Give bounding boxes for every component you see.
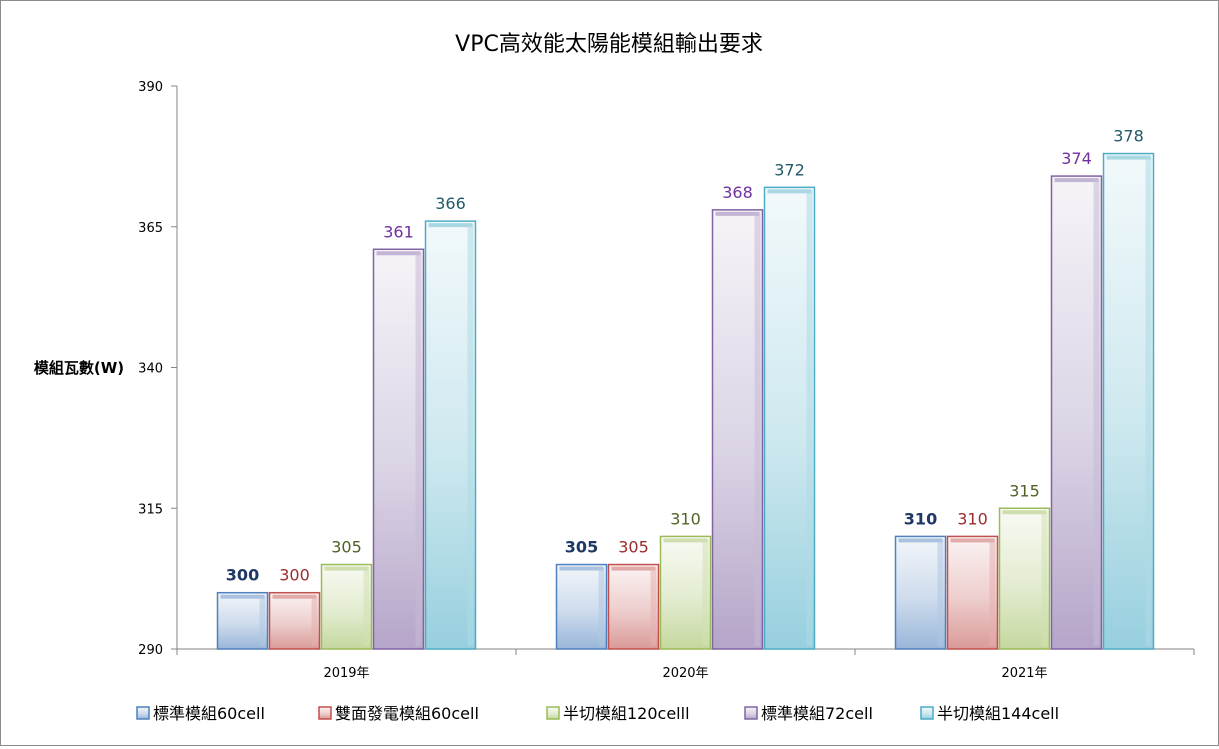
legend-label: 標準模組72cell bbox=[761, 704, 873, 723]
data-label: 305 bbox=[618, 538, 649, 557]
bar-top-highlight bbox=[1002, 510, 1047, 515]
bar bbox=[946, 535, 999, 650]
bar-top-highlight bbox=[272, 594, 317, 599]
x-tick-label: 2021年 bbox=[1001, 666, 1047, 681]
data-label: 372 bbox=[774, 160, 805, 179]
bar bbox=[894, 535, 947, 650]
bar-top-highlight bbox=[1054, 178, 1099, 183]
bar bbox=[555, 563, 608, 650]
data-label: 310 bbox=[904, 509, 937, 528]
bar-top-highlight bbox=[715, 211, 760, 216]
bar bbox=[607, 563, 660, 650]
data-label: 361 bbox=[383, 222, 414, 241]
data-label: 310 bbox=[957, 509, 988, 528]
data-label: 305 bbox=[331, 538, 362, 557]
bar bbox=[711, 209, 764, 650]
bar bbox=[216, 591, 269, 650]
y-axis-title: 模組瓦數(W) bbox=[34, 359, 124, 377]
bar bbox=[372, 248, 425, 650]
legend-swatch bbox=[136, 706, 150, 720]
y-tick-label: 340 bbox=[138, 362, 163, 377]
bar-side-shade bbox=[467, 224, 474, 646]
y-tick-label: 365 bbox=[138, 221, 163, 236]
bar-top-highlight bbox=[663, 538, 708, 543]
legend-label: 雙面發電模組60cell bbox=[335, 704, 479, 723]
bar-top-highlight bbox=[1106, 155, 1151, 160]
chart-title: VPC高效能太陽能模組輸出要求 bbox=[455, 32, 763, 57]
data-label: 300 bbox=[226, 566, 259, 585]
data-label: 315 bbox=[1009, 481, 1040, 500]
bars bbox=[216, 152, 1155, 650]
legend-swatch bbox=[318, 706, 332, 720]
bar-top-highlight bbox=[898, 538, 943, 543]
bar bbox=[424, 220, 477, 650]
bar bbox=[998, 507, 1051, 650]
legend: 標準模組60cell 雙面發電模組60cell 半切模組120celll 標準模組72… bbox=[136, 704, 1059, 723]
y-tick-label: 290 bbox=[138, 643, 163, 658]
data-label: 305 bbox=[565, 538, 598, 557]
y-tick-label: 315 bbox=[138, 502, 163, 517]
bar bbox=[763, 186, 816, 650]
bar-top-highlight bbox=[324, 566, 369, 571]
bar-side-shade bbox=[937, 539, 944, 646]
data-label: 368 bbox=[722, 183, 753, 202]
bar-top-highlight bbox=[559, 566, 604, 571]
data-labels: 300 300 305 361 366 305 305 310 368 372 310 310 315 3… bbox=[226, 127, 1144, 585]
legend-label: 半切模組144cell bbox=[937, 704, 1059, 723]
bar-side-shade bbox=[415, 252, 422, 646]
data-label: 374 bbox=[1061, 149, 1092, 168]
bar bbox=[659, 535, 712, 650]
bar-side-shade bbox=[1093, 179, 1100, 646]
bar-side-shade bbox=[806, 190, 813, 646]
bar bbox=[320, 563, 373, 650]
data-label: 300 bbox=[279, 566, 310, 585]
bar-top-highlight bbox=[767, 189, 812, 194]
data-label: 378 bbox=[1113, 127, 1144, 146]
y-tick-label: 390 bbox=[138, 80, 163, 95]
bar-side-shade bbox=[363, 567, 370, 646]
bar-side-shade bbox=[259, 595, 266, 646]
legend-label: 標準模組60cell bbox=[153, 704, 265, 723]
bar-side-shade bbox=[702, 539, 709, 646]
bar-top-highlight bbox=[611, 566, 656, 571]
x-tick-label: 2020年 bbox=[662, 666, 708, 681]
bar-top-highlight bbox=[376, 251, 421, 256]
legend-swatch bbox=[920, 706, 934, 720]
bar-side-shade bbox=[650, 567, 657, 646]
bar-side-shade bbox=[989, 539, 996, 646]
legend-swatch bbox=[546, 706, 560, 720]
bar-side-shade bbox=[754, 212, 761, 647]
legend-label: 半切模組120celll bbox=[563, 704, 690, 723]
bar-top-highlight bbox=[428, 223, 473, 228]
bar-top-highlight bbox=[950, 538, 995, 543]
legend-swatch bbox=[744, 706, 758, 720]
bar bbox=[1050, 175, 1103, 650]
bar-side-shade bbox=[311, 595, 318, 646]
bar-top-highlight bbox=[220, 594, 265, 599]
x-tick-label: 2019年 bbox=[323, 666, 369, 681]
bar-side-shade bbox=[598, 567, 605, 646]
bar bbox=[1102, 152, 1155, 650]
bar-side-shade bbox=[1145, 156, 1152, 646]
data-label: 366 bbox=[435, 194, 466, 213]
bar bbox=[268, 591, 321, 650]
data-label: 310 bbox=[670, 509, 701, 528]
bar-side-shade bbox=[1041, 511, 1048, 646]
